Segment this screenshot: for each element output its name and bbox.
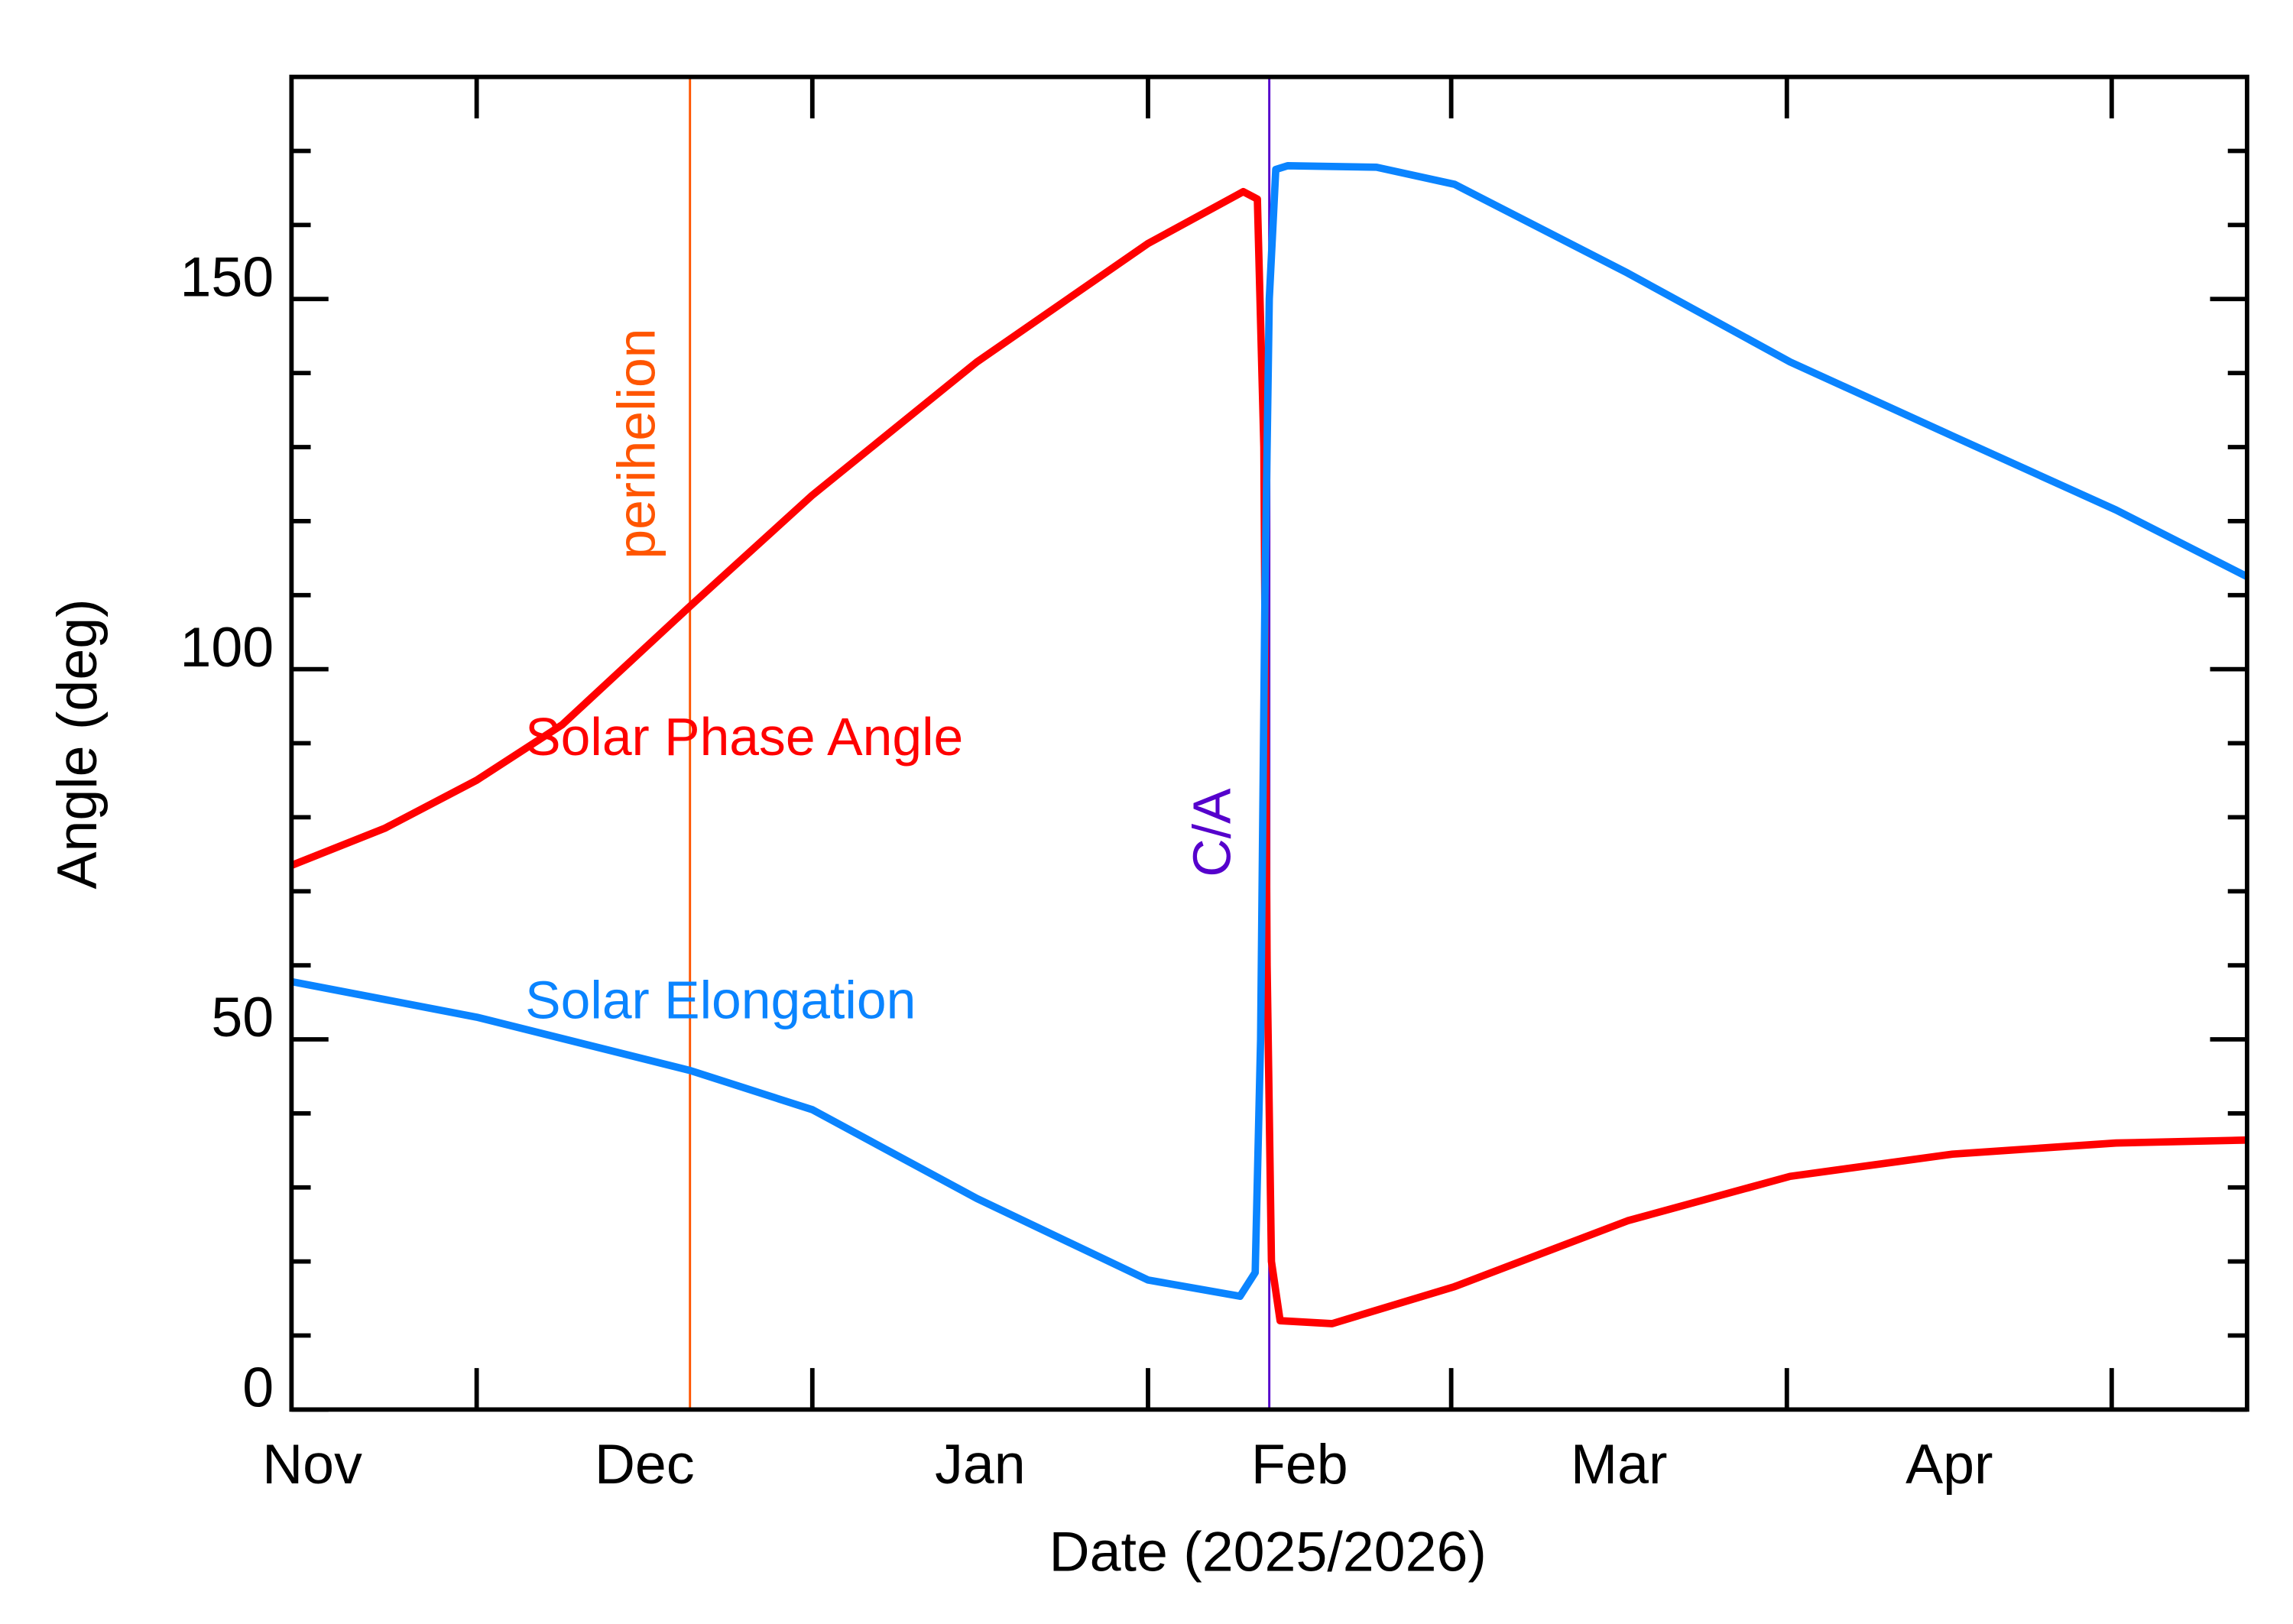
marker-label: C/A <box>1182 788 1241 877</box>
y-axis-title: Angle (deg) <box>45 598 109 889</box>
x-tick-label: Apr <box>1905 1432 1993 1496</box>
x-tick-label: Mar <box>1571 1432 1668 1496</box>
x-tick-label: Dec <box>595 1432 695 1496</box>
x-axis-title: Date (2025/2026) <box>1049 1519 1487 1583</box>
x-tick-label: Feb <box>1251 1432 1348 1496</box>
y-tick-label: 150 <box>180 245 274 308</box>
legend-label: Solar Phase Angle <box>525 707 963 767</box>
y-tick-label: 100 <box>180 615 274 679</box>
marker-label: perihelion <box>607 329 666 559</box>
x-tick-label: Nov <box>262 1432 362 1496</box>
y-tick-label: 50 <box>211 985 274 1049</box>
x-tick-label: Jan <box>935 1432 1026 1496</box>
y-tick-label: 0 <box>242 1356 274 1419</box>
series-line <box>291 162 2247 1300</box>
legend-label: Solar Elongation <box>525 971 916 1030</box>
